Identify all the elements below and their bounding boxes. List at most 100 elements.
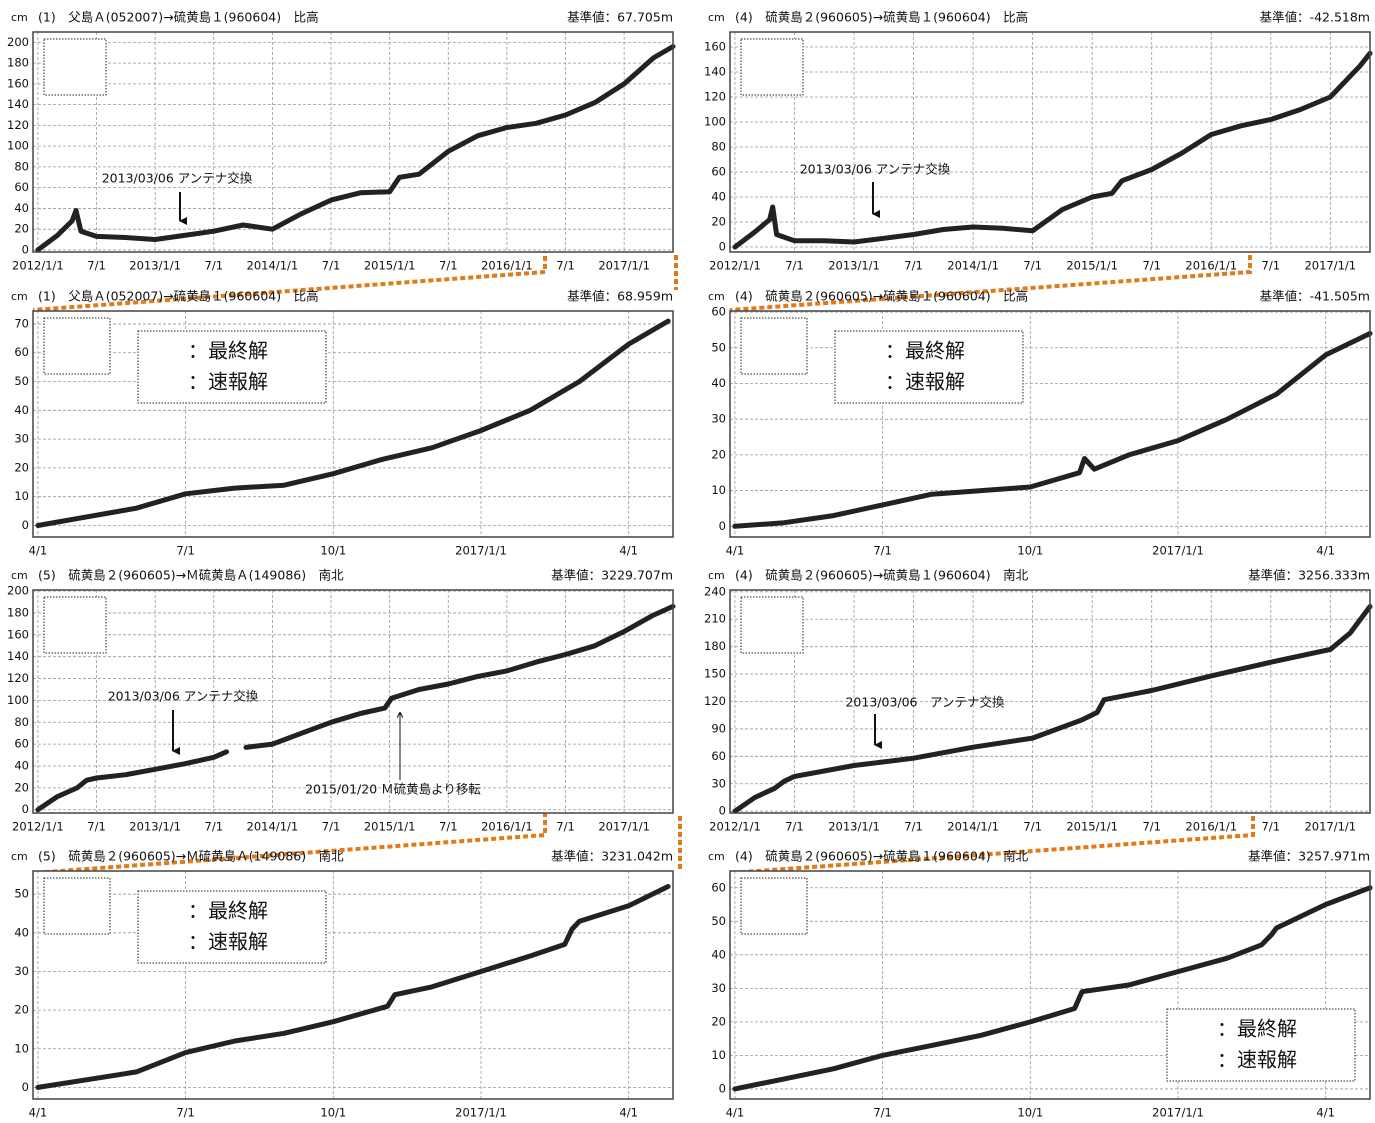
y-tick-label: 30: [14, 964, 29, 978]
x-tick-label: 2012/1/1: [709, 259, 761, 273]
y-tick-label: 210: [704, 612, 726, 626]
reference-value: 基準値：3257.971m: [1248, 849, 1370, 864]
chart-title: (4) 硫黄島２(960605)→硫黄島１(960604) 比高: [735, 10, 1028, 25]
legend-label: ：最終解: [188, 899, 268, 923]
x-tick-label: 7/1: [1023, 820, 1042, 834]
x-tick-label: 2016/1/1: [481, 259, 533, 273]
legend-symbol-box: [740, 877, 808, 935]
x-tick-label: 7/1: [904, 259, 923, 273]
legend-box: [137, 890, 327, 964]
y-tick-label: 0: [719, 1081, 726, 1095]
legend-label: ：速報解: [885, 370, 965, 394]
y-axis-unit: cm: [708, 290, 725, 303]
x-tick-label: 2013/1/1: [129, 259, 181, 273]
x-tick-label: 2017/1/1: [598, 259, 650, 273]
y-tick-label: 70: [14, 316, 29, 330]
series-line: [35, 884, 671, 1090]
y-tick-label: 150: [704, 667, 726, 681]
chart-panel: cm (4) 硫黄島２(960605)→硫黄島１(960604) 比高 基準値：-4…: [704, 10, 1373, 273]
chart-panel: cm (4) 硫黄島２(960605)→硫黄島１(960604) 南北 基準値：32…: [704, 568, 1373, 834]
x-tick-label: 7/1: [176, 1106, 195, 1120]
y-tick-label: 50: [711, 340, 726, 354]
plot-frame: [32, 589, 674, 814]
y-tick-label: 40: [14, 201, 29, 215]
reference-value: 基準値：68.959m: [567, 289, 673, 304]
series-line: [35, 44, 676, 253]
plot-area: [33, 590, 673, 813]
y-tick-label: 90: [711, 721, 726, 735]
plot-area: [33, 32, 673, 252]
y-tick-label: 30: [711, 412, 726, 426]
y-tick-label: 60: [711, 880, 726, 894]
legend-symbol-box: [43, 317, 111, 375]
y-tick-label: 120: [704, 90, 726, 104]
y-tick-label: 40: [14, 758, 29, 772]
y-tick-label: 40: [14, 925, 29, 939]
y-tick-label: 20: [711, 215, 726, 229]
x-tick-label: 7/1: [873, 1106, 892, 1120]
x-tick-label: 2013/1/1: [129, 820, 181, 834]
y-tick-label: 20: [14, 780, 29, 794]
plot-area: [730, 311, 1370, 537]
annotation: 2015/01/20 Ｍ硫黄島より移転: [305, 782, 481, 797]
x-tick-label: 7/1: [556, 820, 575, 834]
y-tick-label: 0: [22, 1080, 29, 1094]
series-line: [35, 318, 671, 528]
x-tick-label: 4/1: [29, 544, 48, 558]
plot-frame: [32, 310, 674, 538]
legend-symbol-box: [740, 596, 804, 654]
y-tick-label: 100: [704, 115, 726, 129]
x-tick-label: 7/1: [205, 820, 224, 834]
x-tick-label: 10/1: [1017, 1106, 1043, 1120]
y-tick-label: 40: [711, 190, 726, 204]
y-tick-label: 100: [7, 139, 29, 153]
x-tick-label: 4/1: [1316, 1106, 1335, 1120]
y-tick-label: 180: [7, 605, 29, 619]
annotation: 2013/03/06 アンテナ交換: [800, 162, 951, 177]
y-tick-label: 10: [711, 1048, 726, 1062]
legend-symbol-box: [740, 38, 804, 96]
y-tick-label: 20: [711, 447, 726, 461]
x-tick-label: 2015/1/1: [1066, 259, 1118, 273]
x-tick-label: 7/1: [1142, 259, 1161, 273]
y-tick-label: 160: [704, 40, 726, 54]
y-tick-label: 0: [22, 242, 29, 256]
x-tick-label: 2012/1/1: [709, 820, 761, 834]
y-axis-unit: cm: [708, 850, 725, 863]
connectors: [32, 248, 1255, 875]
x-tick-label: 2015/1/1: [364, 259, 416, 273]
legend-label: ：速報解: [188, 370, 268, 394]
x-tick-label: 7/1: [1262, 820, 1281, 834]
x-tick-label: 2014/1/1: [247, 259, 299, 273]
plot-area: [33, 871, 673, 1099]
y-tick-label: 180: [7, 56, 29, 70]
reference-value: 基準値：-42.518m: [1260, 10, 1370, 25]
y-tick-label: 30: [711, 776, 726, 790]
y-tick-label: 0: [22, 518, 29, 532]
y-tick-label: 20: [14, 1003, 29, 1017]
x-tick-label: 2017/1/1: [455, 1106, 507, 1120]
plot-frame: [729, 870, 1371, 1100]
y-axis-unit: cm: [708, 11, 725, 24]
x-tick-label: 7/1: [87, 259, 106, 273]
reference-value: 基準値：67.705m: [567, 10, 673, 25]
y-tick-label: 60: [711, 305, 726, 319]
legend-label: ：最終解: [885, 339, 965, 363]
x-tick-label: 2013/1/1: [828, 820, 880, 834]
y-tick-label: 10: [711, 483, 726, 497]
x-tick-label: 7/1: [1023, 259, 1042, 273]
legend-box: [137, 330, 327, 404]
y-tick-label: 40: [14, 403, 29, 417]
x-tick-label: 4/1: [619, 1106, 638, 1120]
y-tick-label: 10: [14, 489, 29, 503]
x-tick-label: 10/1: [1017, 544, 1043, 558]
y-tick-label: 140: [704, 65, 726, 79]
y-tick-label: 80: [14, 715, 29, 729]
chart-panel: cm (1) 父島Ａ(052007)→硫黄島１(960604) 比高 基準値：67.…: [7, 10, 676, 273]
series-line: [732, 885, 1373, 1092]
plot-frame: [32, 870, 674, 1100]
x-tick-label: 7/1: [176, 544, 195, 558]
y-tick-label: 30: [14, 432, 29, 446]
connector: [729, 255, 1252, 312]
